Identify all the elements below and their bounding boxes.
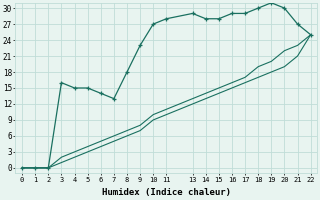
- X-axis label: Humidex (Indice chaleur): Humidex (Indice chaleur): [102, 188, 231, 197]
